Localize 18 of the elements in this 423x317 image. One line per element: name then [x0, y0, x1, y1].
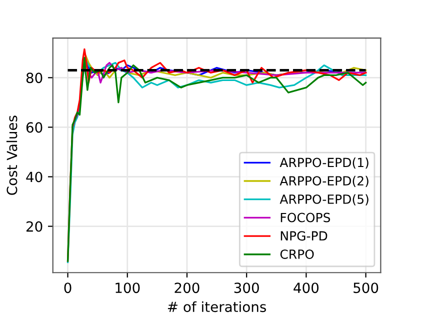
x-axis-title: # of iterations — [168, 301, 266, 312]
legend-label: ARPPO-EPD(1) — [280, 158, 368, 169]
x-tick-label: 300 — [234, 282, 259, 294]
y-tick-label: 60 — [26, 122, 42, 133]
y-tick-label: 20 — [26, 221, 42, 232]
x-tick-label: 200 — [174, 282, 200, 294]
x-tick-label: 500 — [354, 282, 378, 294]
legend-label: CRPO — [280, 249, 314, 259]
y-tick-label: 40 — [26, 172, 42, 182]
legend-label: ARPPO-EPD(5) — [280, 194, 368, 206]
x-tick-label: 100 — [116, 282, 140, 294]
y-axis-title: Cost Values — [6, 116, 18, 195]
y-tick-label: 80 — [26, 72, 42, 84]
legend-label: NPG-PD — [280, 231, 328, 241]
legend-label: ARPPO-EPD(2) — [280, 176, 368, 188]
x-tick-label: 400 — [294, 282, 319, 294]
legend-label: FOCOPS — [280, 212, 330, 222]
x-tick-label: 0 — [64, 282, 72, 294]
